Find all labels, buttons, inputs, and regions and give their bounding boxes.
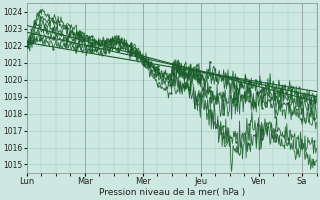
X-axis label: Pression niveau de la mer( hPa ): Pression niveau de la mer( hPa ) [99, 188, 245, 197]
